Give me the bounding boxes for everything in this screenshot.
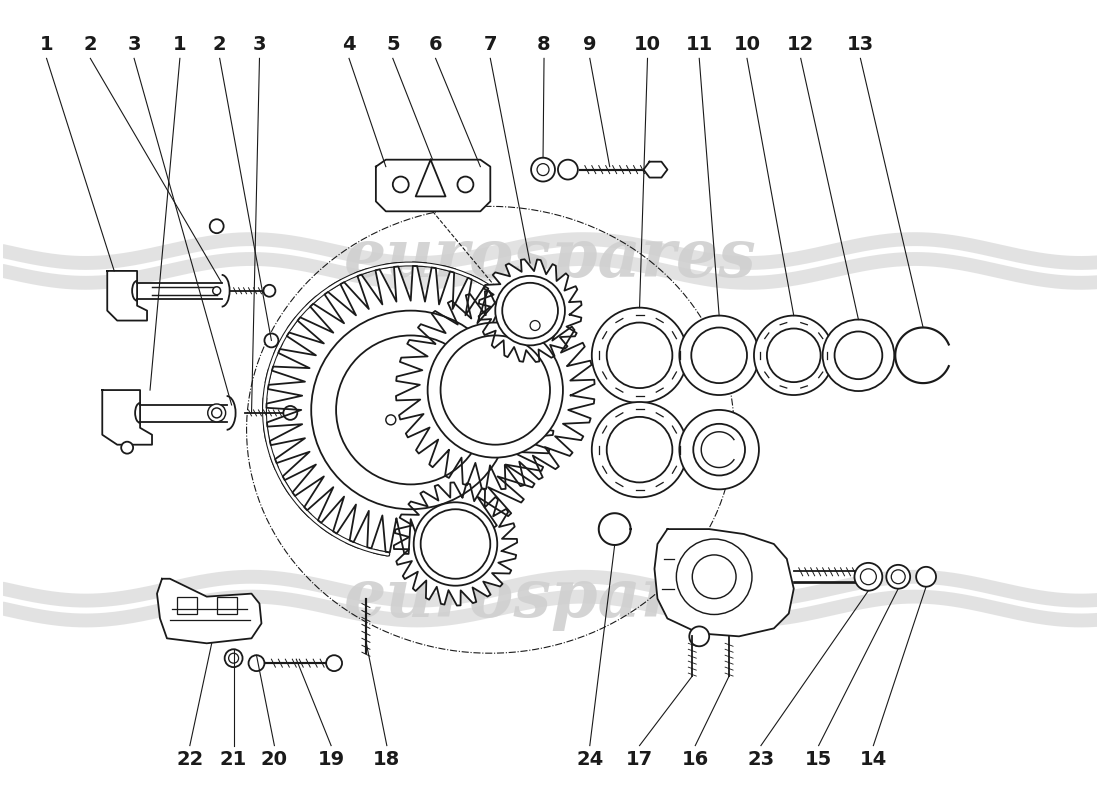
Circle shape xyxy=(592,402,688,498)
Polygon shape xyxy=(157,578,262,643)
Text: 20: 20 xyxy=(261,750,288,769)
Circle shape xyxy=(249,655,264,671)
Circle shape xyxy=(210,219,223,233)
Text: 24: 24 xyxy=(576,750,604,769)
Text: 18: 18 xyxy=(373,750,400,769)
Circle shape xyxy=(680,410,759,490)
Text: 9: 9 xyxy=(583,35,596,54)
Circle shape xyxy=(224,650,243,667)
Circle shape xyxy=(326,655,342,671)
Circle shape xyxy=(693,424,745,475)
Text: 21: 21 xyxy=(220,750,248,769)
Text: 12: 12 xyxy=(788,35,814,54)
Circle shape xyxy=(607,417,672,482)
Text: 1: 1 xyxy=(173,35,187,54)
Circle shape xyxy=(208,404,226,422)
Text: 3: 3 xyxy=(253,35,266,54)
Polygon shape xyxy=(376,160,491,211)
Circle shape xyxy=(311,310,510,510)
Text: 5: 5 xyxy=(386,35,399,54)
Text: eurospares: eurospares xyxy=(343,226,757,291)
Circle shape xyxy=(441,335,550,445)
Text: 3: 3 xyxy=(128,35,141,54)
Circle shape xyxy=(458,177,473,193)
Circle shape xyxy=(692,555,736,598)
Text: 19: 19 xyxy=(318,750,344,769)
Polygon shape xyxy=(102,390,152,445)
Text: 8: 8 xyxy=(537,35,551,54)
Circle shape xyxy=(503,283,558,338)
Circle shape xyxy=(887,565,910,589)
Text: 14: 14 xyxy=(860,750,887,769)
Text: 6: 6 xyxy=(429,35,442,54)
Text: 23: 23 xyxy=(747,750,774,769)
Circle shape xyxy=(393,177,409,193)
Circle shape xyxy=(676,539,752,614)
Circle shape xyxy=(414,502,497,586)
Circle shape xyxy=(592,308,688,403)
Circle shape xyxy=(823,319,894,391)
Text: 13: 13 xyxy=(847,35,874,54)
Circle shape xyxy=(428,322,563,458)
Text: 10: 10 xyxy=(734,35,760,54)
Text: 2: 2 xyxy=(84,35,97,54)
Circle shape xyxy=(860,569,877,585)
Circle shape xyxy=(229,654,239,663)
Polygon shape xyxy=(396,291,595,489)
Text: 17: 17 xyxy=(626,750,653,769)
Circle shape xyxy=(558,160,578,179)
Circle shape xyxy=(891,570,905,584)
Circle shape xyxy=(680,315,759,395)
Circle shape xyxy=(495,276,565,346)
Text: 22: 22 xyxy=(176,750,204,769)
Circle shape xyxy=(284,406,297,420)
Circle shape xyxy=(121,442,133,454)
Circle shape xyxy=(754,315,834,395)
Circle shape xyxy=(537,164,549,175)
Polygon shape xyxy=(266,266,556,554)
Polygon shape xyxy=(644,162,668,178)
Circle shape xyxy=(916,567,936,586)
Circle shape xyxy=(691,327,747,383)
Circle shape xyxy=(212,286,221,294)
Circle shape xyxy=(690,626,710,646)
Circle shape xyxy=(767,329,821,382)
Text: 16: 16 xyxy=(682,750,708,769)
Text: 2: 2 xyxy=(213,35,227,54)
Circle shape xyxy=(607,322,672,388)
Polygon shape xyxy=(478,259,582,362)
Circle shape xyxy=(835,331,882,379)
Text: 10: 10 xyxy=(634,35,661,54)
Circle shape xyxy=(530,321,540,330)
Circle shape xyxy=(531,158,556,182)
Polygon shape xyxy=(654,529,794,636)
Circle shape xyxy=(264,285,275,297)
Text: 1: 1 xyxy=(40,35,54,54)
Circle shape xyxy=(337,335,485,485)
Circle shape xyxy=(420,510,491,578)
Circle shape xyxy=(386,415,396,425)
Text: 4: 4 xyxy=(342,35,355,54)
Polygon shape xyxy=(107,271,147,321)
Text: eurospares: eurospares xyxy=(343,566,757,631)
Circle shape xyxy=(211,408,222,418)
Text: 15: 15 xyxy=(805,750,833,769)
Text: 7: 7 xyxy=(484,35,497,54)
Circle shape xyxy=(264,334,278,347)
Polygon shape xyxy=(394,482,517,606)
Circle shape xyxy=(855,563,882,590)
Text: 11: 11 xyxy=(685,35,713,54)
